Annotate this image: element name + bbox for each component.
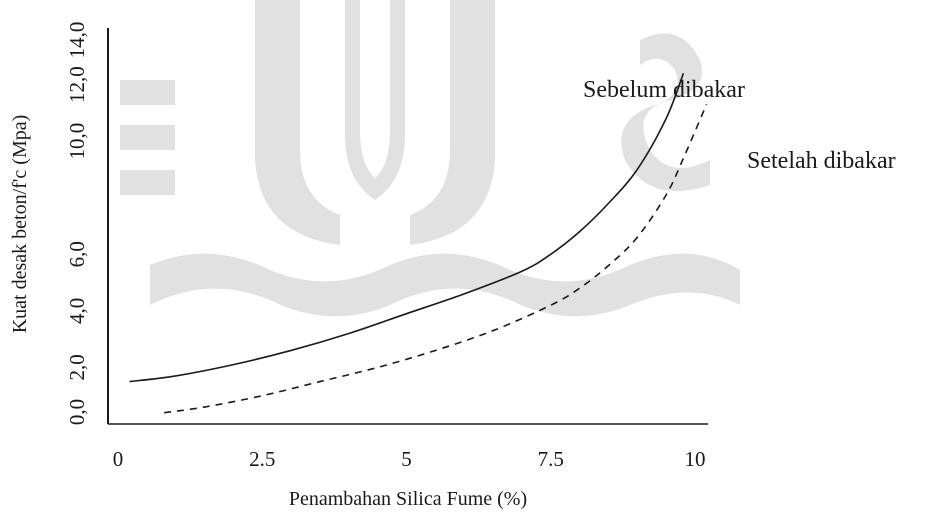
x-tick-label: 7.5 bbox=[538, 447, 564, 471]
x-tick-labels: 0 2.5 5 7.5 10 bbox=[113, 447, 706, 471]
y-tick-label: 6,0 bbox=[65, 241, 89, 267]
y-tick-label: 12,0 bbox=[65, 66, 89, 103]
y-axis-title: Kuat desak beton/f'c (Mpa) bbox=[9, 115, 31, 334]
x-tick-label: 0 bbox=[113, 447, 124, 471]
x-axis-title: Penambahan Silica Fume (%) bbox=[289, 488, 527, 510]
y-tick-label: 10,0 bbox=[65, 123, 89, 160]
series-label-setelah-dibakar: Setelah dibakar bbox=[747, 148, 896, 174]
series-line-sebelum-dibakar bbox=[129, 72, 685, 383]
y-tick-label: 4,0 bbox=[65, 298, 89, 324]
y-tick-label: 2,0 bbox=[65, 354, 89, 380]
axes bbox=[107, 28, 708, 425]
y-tick-label: 0,0 bbox=[65, 399, 89, 425]
x-tick-label: 5 bbox=[401, 447, 412, 471]
y-tick-labels: 0,0 2,0 4,0 6,0 10,0 12,0 14,0 bbox=[65, 22, 89, 426]
y-tick-label: 14,0 bbox=[65, 22, 89, 59]
series-lines bbox=[129, 72, 708, 414]
series-line-setelah-dibakar bbox=[164, 104, 708, 414]
series-label-sebelum-dibakar: Sebelum dibakar bbox=[583, 77, 745, 103]
x-tick-label: 2.5 bbox=[249, 447, 275, 471]
x-tick-label: 10 bbox=[685, 447, 706, 471]
